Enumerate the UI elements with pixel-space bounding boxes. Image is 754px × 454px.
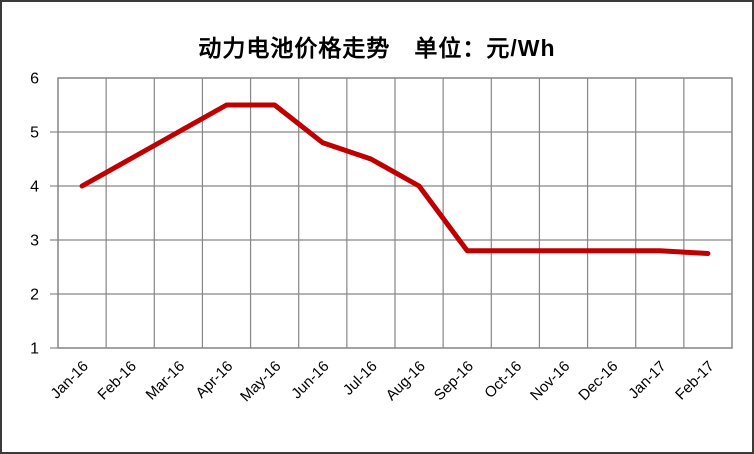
y-axis-label: 2 — [30, 287, 39, 304]
x-axis-label: Mar-16 — [143, 358, 189, 404]
y-axis-label: 4 — [30, 179, 39, 196]
price-line — [79, 102, 711, 256]
x-axis-label: Jun-16 — [288, 358, 332, 402]
x-axis-label: Jul-16 — [340, 358, 381, 399]
x-axis-label: Jan-17 — [625, 358, 669, 402]
y-axis-label: 5 — [30, 125, 39, 142]
x-axis-label: Feb-17 — [672, 358, 718, 404]
x-axis-label: Nov-16 — [527, 358, 573, 404]
y-axis-label: 3 — [30, 233, 39, 250]
x-axis-label: Apr-16 — [192, 358, 236, 402]
x-axis-label: Aug-16 — [383, 358, 429, 404]
plot-area-border — [57, 77, 733, 349]
x-axis-label: Jan-16 — [47, 358, 91, 402]
x-axis-label: May-16 — [237, 358, 284, 405]
x-axis-label: Oct-16 — [481, 358, 525, 402]
chart-title: 动力电池价格走势 单位：元/Wh — [198, 35, 556, 61]
x-axis-label: Dec-16 — [575, 358, 621, 404]
x-axis-label: Feb-16 — [94, 358, 140, 404]
x-axis-label: Sep-16 — [431, 358, 477, 404]
y-axis-label: 6 — [30, 71, 39, 88]
y-axis-label: 1 — [30, 341, 39, 358]
